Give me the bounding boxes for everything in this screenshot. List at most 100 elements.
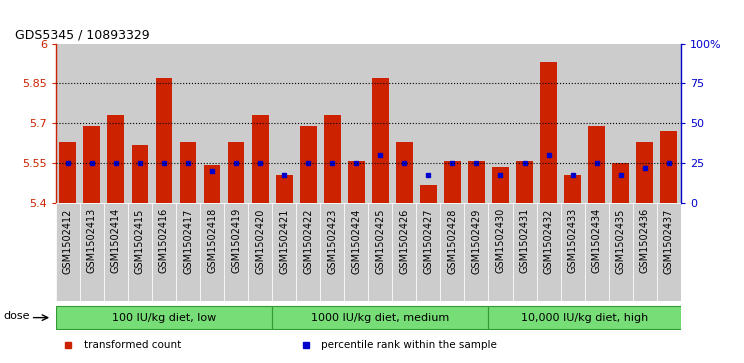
Bar xyxy=(368,44,392,203)
Bar xyxy=(444,161,461,203)
Text: GSM1502417: GSM1502417 xyxy=(183,208,193,274)
Text: GSM1502427: GSM1502427 xyxy=(423,208,433,274)
Text: GSM1502433: GSM1502433 xyxy=(568,208,577,273)
Bar xyxy=(489,203,513,301)
Bar xyxy=(632,203,657,301)
Bar xyxy=(489,306,681,329)
Text: GSM1502435: GSM1502435 xyxy=(616,208,626,274)
Text: GSM1502437: GSM1502437 xyxy=(664,208,674,274)
Bar xyxy=(248,203,272,301)
Bar xyxy=(440,44,464,203)
Bar xyxy=(248,44,272,203)
Bar xyxy=(251,115,269,203)
Bar xyxy=(107,115,124,203)
Text: GSM1502429: GSM1502429 xyxy=(472,208,481,274)
Bar xyxy=(392,44,417,203)
Bar xyxy=(320,44,344,203)
Text: GSM1502428: GSM1502428 xyxy=(447,208,458,274)
Bar xyxy=(372,78,388,203)
Bar xyxy=(60,142,76,203)
Text: GSM1502425: GSM1502425 xyxy=(375,208,385,274)
Bar xyxy=(296,44,320,203)
Bar xyxy=(609,203,632,301)
Bar xyxy=(83,126,100,203)
Text: transformed count: transformed count xyxy=(84,340,182,350)
Text: GSM1502413: GSM1502413 xyxy=(87,208,97,273)
Bar xyxy=(224,203,248,301)
Bar xyxy=(176,44,200,203)
Text: percentile rank within the sample: percentile rank within the sample xyxy=(321,340,497,350)
Bar xyxy=(296,203,320,301)
Bar xyxy=(104,44,128,203)
Bar xyxy=(417,203,440,301)
Bar xyxy=(657,44,681,203)
Bar xyxy=(152,203,176,301)
Bar xyxy=(585,44,609,203)
Bar xyxy=(179,142,196,203)
Bar xyxy=(348,161,365,203)
Bar xyxy=(440,203,464,301)
Bar xyxy=(536,203,560,301)
Bar xyxy=(661,131,677,203)
Text: GDS5345 / 10893329: GDS5345 / 10893329 xyxy=(15,28,150,41)
Bar xyxy=(564,175,581,203)
Text: GSM1502420: GSM1502420 xyxy=(255,208,265,274)
Bar xyxy=(417,44,440,203)
Text: GSM1502422: GSM1502422 xyxy=(304,208,313,274)
Bar xyxy=(224,44,248,203)
Bar xyxy=(513,44,536,203)
Bar xyxy=(396,142,413,203)
Bar xyxy=(128,44,152,203)
Bar xyxy=(276,175,292,203)
Text: dose: dose xyxy=(4,311,31,321)
Bar xyxy=(132,145,148,203)
Bar xyxy=(464,44,489,203)
Bar xyxy=(560,203,585,301)
Bar xyxy=(516,161,533,203)
Bar xyxy=(272,306,489,329)
Bar xyxy=(80,44,104,203)
Bar xyxy=(300,126,317,203)
Bar xyxy=(344,203,368,301)
Bar xyxy=(368,203,392,301)
Text: GSM1502436: GSM1502436 xyxy=(640,208,650,273)
Text: GSM1502418: GSM1502418 xyxy=(207,208,217,273)
Bar xyxy=(228,142,245,203)
Bar xyxy=(492,167,509,203)
Bar xyxy=(176,203,200,301)
Bar xyxy=(200,203,224,301)
Bar xyxy=(536,44,560,203)
Bar xyxy=(392,203,417,301)
Bar xyxy=(272,203,296,301)
Text: GSM1502434: GSM1502434 xyxy=(591,208,602,273)
Bar xyxy=(56,44,80,203)
Text: 100 IU/kg diet, low: 100 IU/kg diet, low xyxy=(112,313,216,323)
Text: GSM1502415: GSM1502415 xyxy=(135,208,145,274)
Text: GSM1502419: GSM1502419 xyxy=(231,208,241,273)
Bar xyxy=(636,142,653,203)
Text: GSM1502432: GSM1502432 xyxy=(544,208,554,274)
Bar xyxy=(344,44,368,203)
Bar xyxy=(589,126,605,203)
Bar xyxy=(489,44,513,203)
Bar xyxy=(324,115,341,203)
Bar xyxy=(320,203,344,301)
Bar xyxy=(513,203,536,301)
Text: GSM1502426: GSM1502426 xyxy=(400,208,409,274)
Text: GSM1502414: GSM1502414 xyxy=(111,208,121,273)
Bar xyxy=(80,203,104,301)
Text: GSM1502416: GSM1502416 xyxy=(159,208,169,273)
Bar xyxy=(104,203,128,301)
Bar xyxy=(612,163,629,203)
Text: GSM1502423: GSM1502423 xyxy=(327,208,337,274)
Text: GSM1502424: GSM1502424 xyxy=(351,208,362,274)
Bar xyxy=(128,203,152,301)
Text: GSM1502431: GSM1502431 xyxy=(519,208,530,273)
Text: 1000 IU/kg diet, medium: 1000 IU/kg diet, medium xyxy=(311,313,449,323)
Bar xyxy=(560,44,585,203)
Bar xyxy=(468,161,485,203)
Bar xyxy=(609,44,632,203)
Bar xyxy=(56,306,272,329)
Text: 10,000 IU/kg diet, high: 10,000 IU/kg diet, high xyxy=(521,313,648,323)
Bar xyxy=(464,203,489,301)
